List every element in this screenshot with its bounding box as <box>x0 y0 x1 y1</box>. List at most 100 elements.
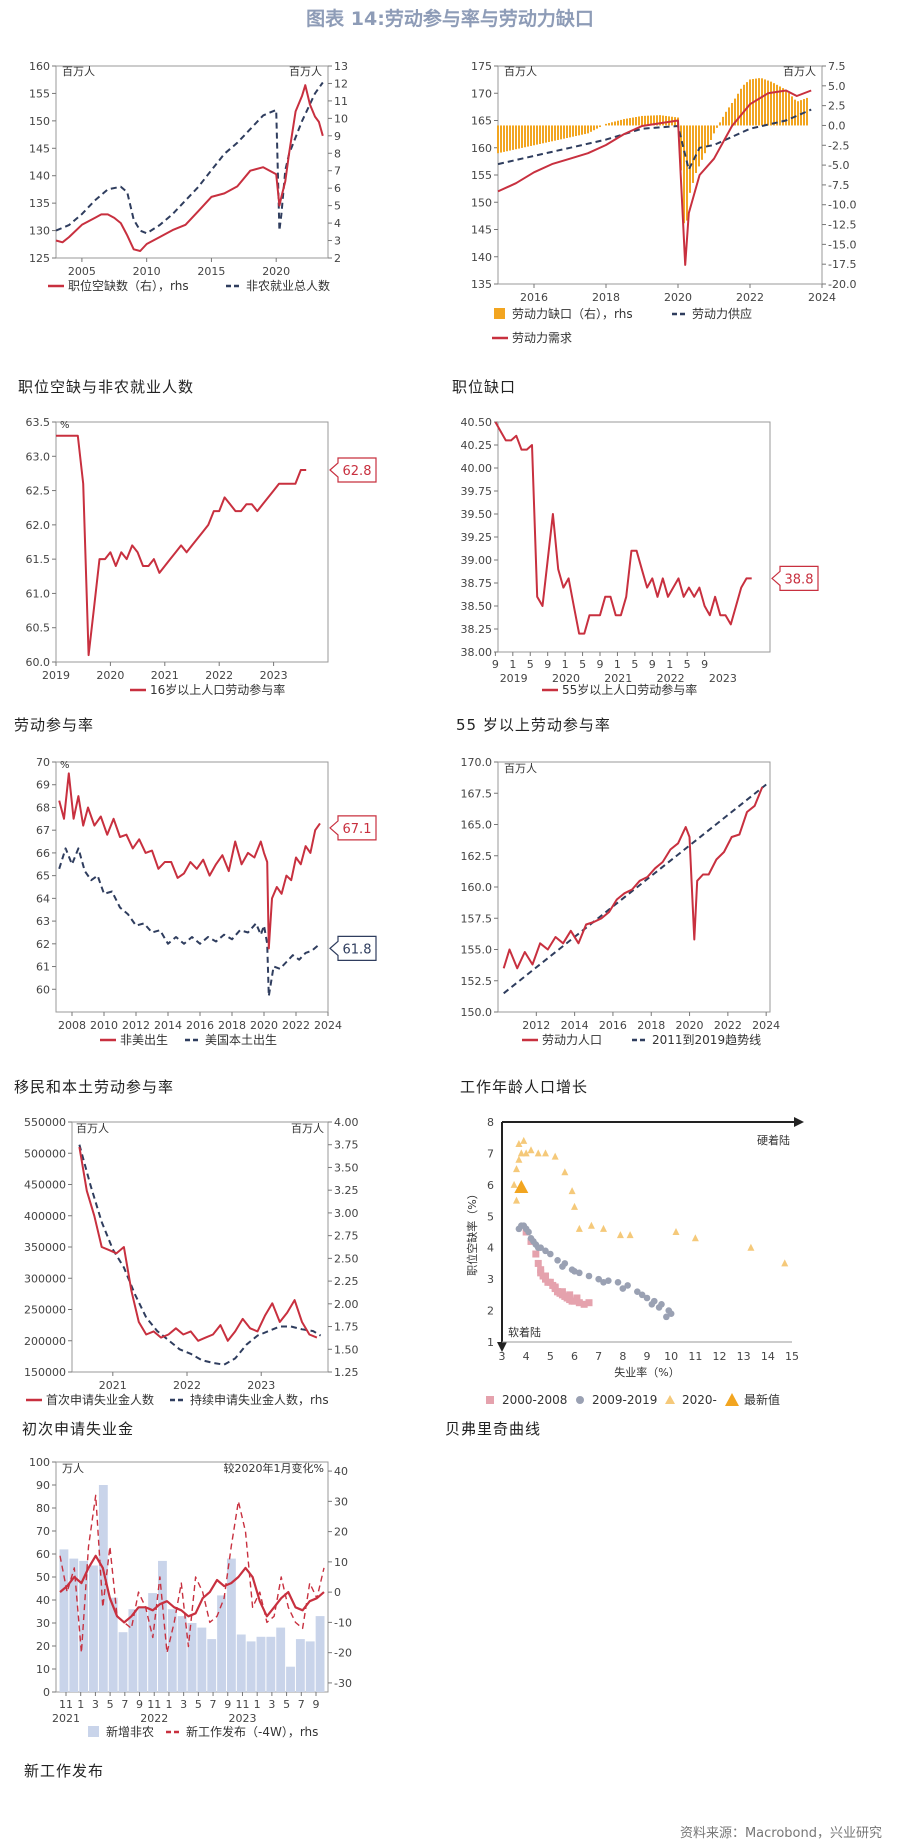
p9-bar-8 <box>138 1606 148 1692</box>
p2-series-demand <box>497 89 812 266</box>
p8-legend-2009-label: 2009-2019 <box>592 1393 657 1407</box>
p1-ytick-label-2: 135 <box>29 197 50 210</box>
p3-ytick-label-2: 61.0 <box>26 587 51 600</box>
p2-bar-16 <box>545 125 547 143</box>
p9-bar-19 <box>246 1641 256 1692</box>
p8-point-0-3 <box>534 1259 542 1267</box>
p8-point-2-0 <box>510 1180 518 1188</box>
p5-xtick-label-5: 2018 <box>218 1019 246 1032</box>
p8-xtick-label-8: 11 <box>688 1350 702 1363</box>
p2-bar-15 <box>542 125 544 144</box>
p1-series-nonfarm <box>55 81 324 235</box>
p2-bar-66 <box>695 125 697 174</box>
p9-bar-20 <box>256 1636 266 1692</box>
p2-ytick-label-3: 150 <box>471 196 492 209</box>
p2-bar-24 <box>569 125 571 138</box>
p8-xtick-label-12: 15 <box>785 1350 799 1363</box>
p6-ytick-label-2: 155.0 <box>461 944 493 957</box>
p8-hard-landing-arrowhead <box>794 1117 804 1127</box>
p1-ytick-label-0: 125 <box>29 252 50 265</box>
p2-bar-71 <box>710 125 712 140</box>
p8-xtick-label-10: 13 <box>737 1350 751 1363</box>
p9-ytick-label-4: 40 <box>36 1594 50 1607</box>
p2-xtick-label-0: 2016 <box>520 291 548 304</box>
p7-ytick-label-6: 450000 <box>24 1179 66 1192</box>
p2-bar-36 <box>605 123 607 126</box>
p2-bar-19 <box>554 125 556 141</box>
p2-bar-42 <box>623 119 625 126</box>
p4-ytick-label-2: 38.50 <box>461 600 493 613</box>
p8-point-1-29 <box>571 1267 578 1275</box>
p2-bar-3 <box>506 125 508 152</box>
p2-bar-32 <box>593 125 595 131</box>
p8-ytick-label-1: 2 <box>487 1305 494 1318</box>
p8-point-0-25 <box>573 1294 581 1302</box>
p5-xtick-label-1: 2010 <box>90 1019 118 1032</box>
p9-bar-22 <box>276 1627 286 1692</box>
p7-y2tick-label-6: 2.75 <box>334 1230 359 1243</box>
chart-p6: 150.0 152.5 155.0 157.5 160.0 162.5 165.0 167.5… <box>452 750 892 1055</box>
p9-bar-14 <box>197 1627 207 1692</box>
p3-ytick-label-5: 62.5 <box>26 485 51 498</box>
p9-ytick-label-9: 90 <box>36 1479 50 1492</box>
p2-bar-79 <box>734 98 736 126</box>
p9-bar-1 <box>69 1558 79 1692</box>
p8-point-2-1 <box>513 1165 520 1173</box>
p8-point-1-8 <box>542 1247 549 1255</box>
chart-p3-svg: 60.0 60.5 61.0 61.5 62.0 62.5 63.0 63.5 2019 2020… <box>26 416 377 697</box>
p8-xtick-label-1: 4 <box>523 1350 530 1363</box>
p8-point-1-28 <box>559 1263 566 1270</box>
p4-xtick-label-6: 9 <box>597 658 604 671</box>
chart-p5: 60 61 62 63 64 65 66 67 68 69 70 2008 2010 2012 2014 20… <box>10 750 450 1055</box>
p3-unit-left: % <box>60 420 70 431</box>
chart-p5-svg: 60 61 62 63 64 65 66 67 68 69 70 2008 2010 2012 2014 20… <box>36 756 377 1047</box>
chart-p3: 60.0 60.5 61.0 61.5 62.0 62.5 63.0 63.5 2019 2020… <box>10 410 450 700</box>
p7-ytick-label-4: 350000 <box>24 1241 66 1254</box>
p2-bar-25 <box>572 125 574 137</box>
p1-unit-right: 百万人 <box>289 65 322 78</box>
p5-xtick-label-0: 2008 <box>58 1019 86 1032</box>
p2-bar-86 <box>755 78 757 126</box>
p2-bar-23 <box>566 125 568 139</box>
p7-ytick-label-7: 500000 <box>24 1147 66 1160</box>
p8-point-1-31 <box>534 1244 542 1252</box>
p8-legend-2020-swatch <box>665 1395 675 1404</box>
p8-point-1-14 <box>585 1272 593 1280</box>
p4-xtick-label-5: 5 <box>579 658 586 671</box>
p1-y2tick-label-8: 10 <box>334 112 348 125</box>
p8-point-0-18 <box>575 1299 583 1307</box>
p9-xtick-label-1: 1 <box>77 1698 84 1711</box>
p8-point-1-20 <box>643 1294 651 1302</box>
p2-bar-65 <box>692 125 694 183</box>
p8-point-0-29 <box>585 1299 593 1307</box>
p2-legend-gap-swatch <box>494 308 505 319</box>
p2-bar-67 <box>698 125 700 167</box>
p7-series-initial <box>78 1146 318 1342</box>
p8-point-2-15 <box>600 1224 607 1232</box>
p4-xtick-label-9: 9 <box>649 658 656 671</box>
p9-bar-24 <box>295 1639 305 1692</box>
p7-unit-right: 百万人 <box>291 1122 324 1135</box>
p2-y2tick-label-0: 7.5 <box>828 60 846 73</box>
p6-series-trend <box>503 783 767 995</box>
p8-point-2-13 <box>575 1224 583 1232</box>
p5-legend-foreign-label: 非美出生 <box>120 1033 168 1047</box>
p9-y2tick-label-5: 20 <box>334 1526 348 1539</box>
p7-y2tick-label-10: 3.75 <box>334 1139 359 1152</box>
p4-xtick-label-8: 5 <box>631 658 638 671</box>
p5-xtick-label-8: 2024 <box>314 1019 342 1032</box>
p8-point-1-10 <box>554 1256 561 1264</box>
p2-bar-34 <box>599 125 601 128</box>
p8-point-2-12 <box>571 1202 578 1210</box>
p1-y2tick-label-11: 13 <box>334 60 348 73</box>
p7-unit-left: 百万人 <box>76 1122 109 1135</box>
p1-y2tick-label-1: 3 <box>334 235 341 248</box>
p2-bar-43 <box>626 118 628 126</box>
p1-y2tick-label-2: 4 <box>334 217 341 230</box>
p9-bar-25 <box>305 1641 315 1692</box>
p2-y2tick-label-10: -17.5 <box>828 258 856 271</box>
p4-plot-frame <box>497 421 771 653</box>
caption-c9: 新工作发布 <box>24 1762 105 1780</box>
p2-bar-69 <box>704 125 706 154</box>
p2-bar-21 <box>560 125 562 140</box>
